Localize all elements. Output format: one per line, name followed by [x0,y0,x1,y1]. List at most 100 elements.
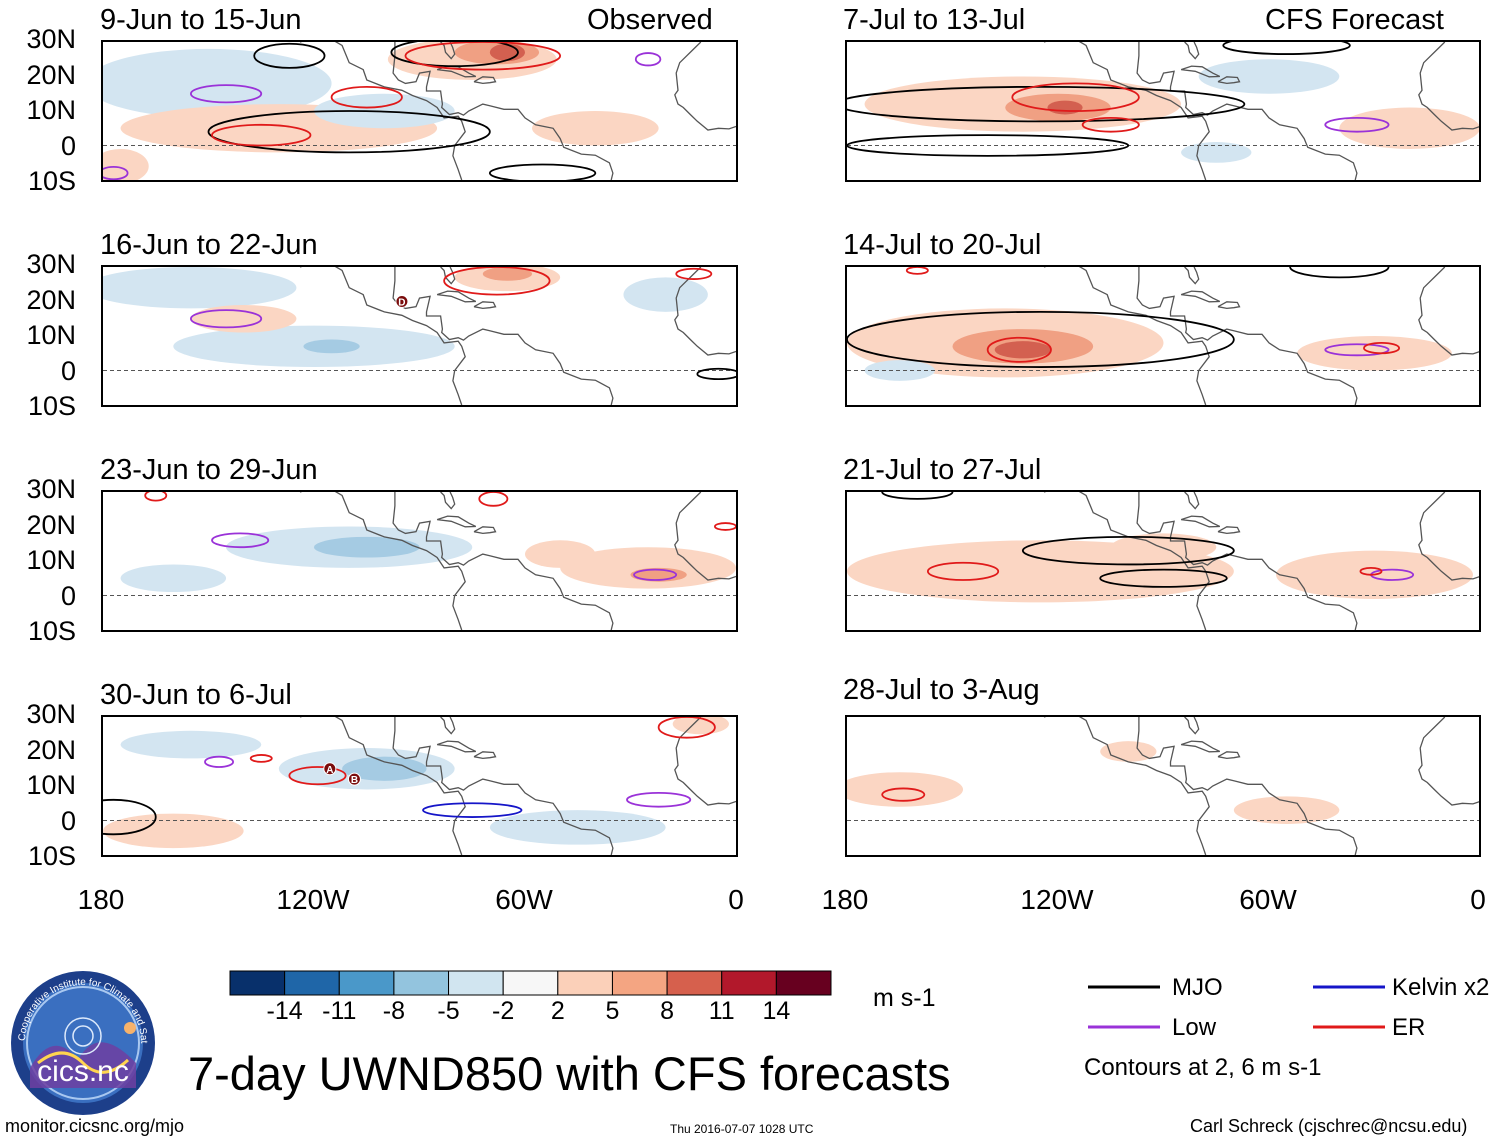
lat-tick: 20N [26,734,76,765]
lon-tick: 60W [1239,884,1297,915]
coastline [1136,717,1358,855]
lon-tick: 180 [77,884,125,915]
map-panel [845,490,1481,632]
wind-anomaly-shading [190,304,297,333]
coastline [1184,492,1200,510]
panel-title: 14-Jul to 20-Jul [843,229,1042,261]
er-contour [657,717,716,739]
footer-author[interactable]: Carl Schreck (cjschrec@ncsu.edu) [1190,1116,1468,1136]
lat-tick: 0 [60,355,76,386]
lon-tick: 60W [495,884,553,915]
lat-tick: 20N [26,59,76,90]
cics-logo-graphic: Cooperative Institute for Climate and Sa… [5,960,155,1115]
colorbar-units: m s-1 [873,984,936,1012]
lat-tick: 10N [26,770,76,800]
coastline [1217,751,1241,760]
mjo-contour [207,110,491,154]
legend-note: Contours at 2, 6 m s-1 [1084,1054,1322,1081]
wind-anomaly-shading [994,341,1051,359]
mjo-contour [696,367,736,381]
wind-anomaly-shading [482,267,533,281]
coastline [1217,301,1241,310]
coastline [1418,717,1479,806]
low-contour [204,755,235,768]
wind-anomaly-shading [120,564,227,593]
footer-timestamp: Thu 2016-07-07 1028 UTC [670,1122,814,1136]
coastline [440,492,456,510]
lat-tick: 10N [26,95,76,125]
mjo-contour [881,492,954,500]
colorbar-label: -11 [322,997,357,1025]
map-graphic [847,267,1479,405]
coastline [674,492,736,581]
storm-marker-label: A [326,765,333,776]
lat-tick: 30N [26,474,76,504]
er-contour [1359,567,1383,576]
coastline [392,492,614,630]
coastline [1217,76,1241,85]
storm-marker: D [395,295,409,309]
wind-anomaly-shading [847,772,964,807]
panel-title: 21-Jul to 27-Jul [843,454,1042,486]
low-contour [103,165,129,180]
wind-anomaly-shading [489,43,525,61]
lat-tick: 30N [26,249,76,279]
er-contour [288,766,347,786]
wind-anomaly-shading [303,339,360,354]
low-contour [190,309,263,329]
lon-tick: 180 [821,884,869,915]
er-contour [1081,117,1140,133]
low-contour [634,52,662,67]
er-contour [714,522,736,531]
panel-tag: Observed [587,4,713,36]
colorbar-swatch [775,970,832,996]
low-contour [626,792,692,808]
lat-tick: 10S [27,391,76,421]
figure-title: 7-day UWND850 with CFS forecasts [188,1047,951,1100]
mjo-contour [103,798,157,836]
er-contour [905,267,929,275]
map-panel [845,715,1481,857]
lon-tick: 0 [1470,884,1486,915]
panel-title: 9-Jun to 15-Jun [100,4,302,36]
wind-anomaly-shading [1233,796,1340,824]
map-panel [101,40,738,182]
coastline [1184,267,1200,285]
panel-title: 16-Jun to 22-Jun [100,229,318,261]
wind-anomaly-shading [1198,59,1340,94]
lat-tick: 0 [60,580,76,611]
coastline [440,267,456,285]
footer-url[interactable]: monitor.cicsnc.org/mjo [5,1116,185,1136]
colorbar-swatch [338,970,395,996]
wind-anomaly-shading [342,756,427,781]
lat-tick: 30N [26,24,76,54]
lat-tick: 10N [26,545,76,575]
coastline [473,76,497,85]
wind-anomaly-shading [1100,741,1157,762]
legend-kelvin-label: Kelvin x2 [1392,974,1490,1001]
coastline [436,515,477,528]
coastline [1418,42,1479,131]
wind-anomaly-shading [1339,107,1479,149]
panel-title: 28-Jul to 3-Aug [843,674,1040,706]
map-graphic: AB [103,717,736,855]
map-graphic [103,492,736,630]
mjo-contour [253,42,326,69]
coastline [674,267,736,356]
logo-text: cics.nc [37,1055,129,1088]
coastline [1180,740,1221,753]
mjo-contour [390,42,519,68]
colorbar-graphic [229,970,832,996]
low-contour [211,532,270,549]
storm-marker-label: D [398,298,405,309]
wind-anomaly-shading [672,717,729,735]
colorbar-label: -14 [266,997,303,1025]
coastline [440,717,456,735]
lat-tick: 20N [26,509,76,540]
lat-tick: 10S [27,166,76,196]
wind-anomaly-shading [525,540,596,568]
lat-tick: 20N [26,284,76,315]
coastline [674,717,736,806]
er-contour [926,561,1000,581]
wind-anomaly-shading [103,148,149,180]
